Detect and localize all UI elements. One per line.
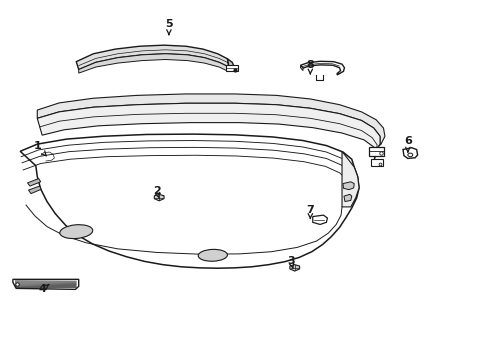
Text: 6: 6 (403, 136, 411, 152)
Bar (370, 159, 383, 166)
Polygon shape (79, 54, 228, 73)
Ellipse shape (198, 249, 227, 261)
Polygon shape (312, 215, 327, 225)
Polygon shape (402, 148, 417, 158)
Polygon shape (227, 59, 233, 67)
Polygon shape (13, 279, 79, 289)
Polygon shape (289, 265, 299, 271)
Polygon shape (37, 94, 384, 150)
Polygon shape (343, 194, 351, 202)
Circle shape (407, 153, 412, 157)
Polygon shape (300, 61, 344, 75)
Text: 1: 1 (33, 141, 46, 156)
Polygon shape (341, 151, 358, 207)
Polygon shape (39, 149, 57, 162)
Polygon shape (37, 103, 379, 160)
Text: 5: 5 (165, 19, 172, 35)
Text: 2: 2 (153, 186, 160, 198)
Text: 3: 3 (286, 256, 294, 269)
Text: 7: 7 (306, 206, 314, 219)
Bar (225, 65, 238, 71)
Polygon shape (28, 186, 41, 194)
Polygon shape (300, 65, 303, 71)
Polygon shape (20, 134, 358, 268)
Text: 8: 8 (306, 60, 314, 74)
Ellipse shape (60, 225, 93, 239)
Polygon shape (154, 194, 163, 201)
Polygon shape (342, 182, 353, 190)
Text: 4: 4 (38, 284, 49, 294)
Bar (368, 147, 384, 156)
Polygon shape (76, 45, 228, 69)
Polygon shape (27, 179, 41, 186)
